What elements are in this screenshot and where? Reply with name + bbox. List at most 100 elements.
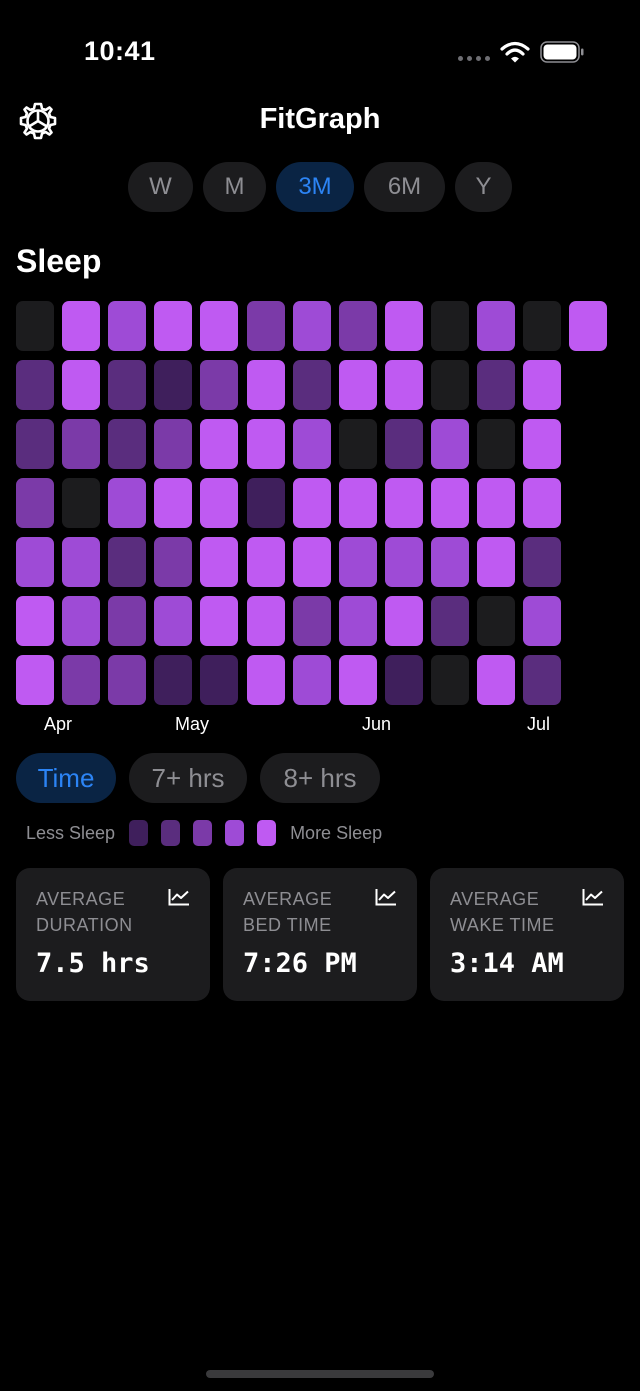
heatmap-day-cell[interactable] [523,419,561,469]
heatmap-day-cell[interactable] [477,301,515,351]
heatmap-day-cell[interactable] [200,596,238,646]
heatmap-day-cell[interactable] [523,596,561,646]
heatmap-day-cell[interactable] [339,537,377,587]
heatmap-day-cell[interactable] [154,596,192,646]
month-label-jun: Jun [362,714,392,734]
heatmap-day-cell[interactable] [293,419,331,469]
heatmap-day-cell[interactable] [293,360,331,410]
stat-card-average-bed-time[interactable]: AVERAGE BED TIME 7:26 PM [223,868,417,1001]
heatmap-day-cell[interactable] [247,655,285,705]
heatmap-day-cell[interactable] [385,596,423,646]
heatmap-day-cell[interactable] [523,301,561,351]
heatmap-day-cell[interactable] [569,301,607,351]
heatmap-day-cell[interactable] [385,360,423,410]
heatmap-day-cell[interactable] [16,301,54,351]
heatmap-day-cell[interactable] [154,655,192,705]
heatmap-day-cell[interactable] [16,537,54,587]
filter-8-plus-hrs-button[interactable]: 8+ hrs [260,753,380,803]
heatmap-day-cell[interactable] [108,301,146,351]
heatmap-day-cell[interactable] [431,419,469,469]
heatmap-day-cell[interactable] [431,537,469,587]
heatmap-day-cell[interactable] [247,478,285,528]
heatmap-day-cell[interactable] [247,360,285,410]
heatmap-day-cell[interactable] [523,360,561,410]
filter-time-button[interactable]: Time [16,753,116,803]
heatmap-day-cell[interactable] [62,537,100,587]
heatmap-day-cell[interactable] [385,419,423,469]
heatmap-day-cell[interactable] [247,419,285,469]
heatmap-day-cell[interactable] [339,301,377,351]
heatmap-day-cell[interactable] [16,360,54,410]
heatmap-day-cell[interactable] [431,655,469,705]
range-month-button[interactable]: M [203,162,266,212]
heatmap-day-cell[interactable] [477,478,515,528]
heatmap-day-cell[interactable] [108,360,146,410]
heatmap-day-cell[interactable] [477,655,515,705]
heatmap-day-cell[interactable] [62,419,100,469]
heatmap-day-cell[interactable] [247,301,285,351]
heatmap-day-cell[interactable] [16,596,54,646]
settings-gear-icon[interactable] [18,101,58,141]
heatmap-day-cell[interactable] [293,478,331,528]
legend-swatch-3 [193,820,213,846]
heatmap-day-cell[interactable] [62,360,100,410]
heatmap-day-cell[interactable] [200,360,238,410]
heatmap-day-cell[interactable] [293,537,331,587]
heatmap-day-cell[interactable] [431,596,469,646]
heatmap-day-cell[interactable] [385,301,423,351]
heatmap-day-cell[interactable] [62,478,100,528]
heatmap-day-cell[interactable] [108,537,146,587]
heatmap-day-cell[interactable] [200,537,238,587]
range-6-months-button[interactable]: 6M [364,162,445,212]
heatmap-day-cell[interactable] [200,478,238,528]
heatmap-day-cell[interactable] [293,655,331,705]
heatmap-day-cell[interactable] [385,655,423,705]
heatmap-day-cell[interactable] [16,478,54,528]
heatmap-day-cell[interactable] [154,360,192,410]
range-year-button[interactable]: Y [455,162,512,212]
heatmap-day-cell[interactable] [431,301,469,351]
heatmap-day-cell[interactable] [154,537,192,587]
range-3-months-button[interactable]: 3M [276,162,354,212]
heatmap-day-cell[interactable] [108,655,146,705]
heatmap-day-cell[interactable] [339,419,377,469]
heatmap-day-cell[interactable] [108,419,146,469]
heatmap-day-cell[interactable] [62,301,100,351]
heatmap-day-cell[interactable] [16,655,54,705]
heatmap-day-cell[interactable] [154,419,192,469]
heatmap-day-cell[interactable] [200,301,238,351]
range-week-button[interactable]: W [128,162,193,212]
heatmap-day-cell[interactable] [477,419,515,469]
heatmap-day-cell[interactable] [16,419,54,469]
heatmap-day-cell[interactable] [477,360,515,410]
heatmap-day-cell[interactable] [293,301,331,351]
heatmap-day-cell[interactable] [339,360,377,410]
heatmap-day-cell[interactable] [385,478,423,528]
heatmap-day-cell[interactable] [200,655,238,705]
heatmap-day-cell[interactable] [339,596,377,646]
heatmap-day-cell[interactable] [247,537,285,587]
heatmap-day-cell[interactable] [108,596,146,646]
heatmap-day-cell[interactable] [431,478,469,528]
heatmap-day-cell[interactable] [62,596,100,646]
heatmap-day-cell[interactable] [339,478,377,528]
stat-card-average-duration[interactable]: AVERAGE DURATION 7.5 hrs [16,868,210,1001]
heatmap-day-cell[interactable] [523,537,561,587]
heatmap-day-cell[interactable] [523,478,561,528]
heatmap-day-cell[interactable] [200,419,238,469]
heatmap-day-cell[interactable] [431,360,469,410]
range-selector: W M 3M 6M Y [0,162,640,212]
heatmap-day-cell[interactable] [154,478,192,528]
heatmap-day-cell[interactable] [477,537,515,587]
heatmap-day-cell[interactable] [477,596,515,646]
filter-7-plus-hrs-button[interactable]: 7+ hrs [129,753,247,803]
heatmap-day-cell[interactable] [108,478,146,528]
heatmap-day-cell[interactable] [523,655,561,705]
heatmap-day-cell[interactable] [154,301,192,351]
heatmap-day-cell[interactable] [339,655,377,705]
stat-card-average-wake-time[interactable]: AVERAGE WAKE TIME 3:14 AM [430,868,624,1001]
heatmap-day-cell[interactable] [247,596,285,646]
heatmap-day-cell[interactable] [293,596,331,646]
heatmap-day-cell[interactable] [385,537,423,587]
heatmap-day-cell[interactable] [62,655,100,705]
